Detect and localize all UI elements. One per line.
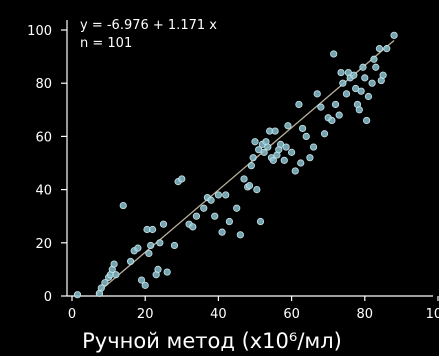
- count-annotation: n = 101: [80, 36, 132, 51]
- x-tick-label: 0: [68, 307, 76, 322]
- y-tick-label: 40: [35, 184, 52, 199]
- data-point: [297, 159, 305, 167]
- y-axis-ticks: 0 20 40 60 80 100: [27, 24, 67, 305]
- data-point: [363, 116, 371, 125]
- data-point: [361, 74, 369, 82]
- data-point: [350, 71, 358, 79]
- data-point: [339, 79, 347, 87]
- x-tick-label: 60: [283, 307, 300, 322]
- data-point: [134, 244, 142, 252]
- y-tick-label: 20: [35, 237, 52, 252]
- data-point: [245, 182, 254, 190]
- x-tick-label: 20: [137, 307, 154, 322]
- data-point: [247, 162, 255, 170]
- y-tick-label: 100: [27, 24, 52, 39]
- data-point: [306, 154, 314, 162]
- data-point: [335, 111, 343, 119]
- data-point: [309, 143, 318, 151]
- x-axis-ticks: 0 20 40 60 80 100: [68, 296, 439, 322]
- data-point: [170, 241, 179, 250]
- data-point: [355, 106, 363, 114]
- data-point: [359, 63, 367, 71]
- data-point: [110, 260, 118, 268]
- data-point: [145, 249, 153, 258]
- data-point: [370, 55, 378, 63]
- data-point: [269, 156, 277, 164]
- data-point: [218, 228, 226, 236]
- data-point: [236, 231, 244, 239]
- data-point: [97, 284, 105, 292]
- data-point: [313, 90, 321, 98]
- data-point: [148, 225, 157, 234]
- data-point: [207, 196, 215, 204]
- data-point: [222, 191, 230, 199]
- y-tick-label: 0: [44, 290, 52, 305]
- data-point: [320, 130, 329, 138]
- data-point: [163, 268, 171, 276]
- data-point: [256, 217, 265, 226]
- data-point: [271, 127, 279, 135]
- data-point: [330, 50, 338, 58]
- data-point: [328, 116, 336, 125]
- y-tick-label: 80: [35, 77, 52, 92]
- data-point: [284, 122, 292, 130]
- data-point: [390, 31, 398, 39]
- data-point: [287, 148, 296, 156]
- data-point: [280, 156, 288, 164]
- data-point: [156, 239, 164, 247]
- data-point: [342, 90, 351, 98]
- data-point: [251, 138, 259, 146]
- data-point: [291, 167, 299, 175]
- data-point: [192, 212, 201, 220]
- data-point: [233, 204, 241, 212]
- data-point: [364, 92, 373, 101]
- data-point: [225, 217, 233, 226]
- data-point: [137, 276, 146, 284]
- data-point: [119, 201, 127, 210]
- data-point: [383, 45, 391, 53]
- data-point: [126, 257, 135, 266]
- data-point: [331, 100, 340, 109]
- data-point: [159, 220, 168, 228]
- data-point: [178, 175, 186, 183]
- x-axis-label: Ручной метод (x10⁶/мл): [82, 329, 342, 353]
- data-point: [317, 103, 325, 111]
- x-tick-label: 40: [210, 307, 227, 322]
- data-point: [200, 204, 208, 212]
- data-point: [295, 100, 303, 109]
- equation-annotation: y = -6.976 + 1.171 x: [80, 18, 217, 33]
- data-point: [141, 281, 149, 289]
- data-point: [264, 143, 272, 151]
- data-point: [147, 241, 155, 250]
- data-point: [189, 223, 197, 231]
- data-point: [154, 265, 162, 273]
- data-point: [253, 186, 261, 194]
- y-tick-label: 60: [35, 130, 52, 145]
- axes: [66, 20, 433, 297]
- data-points: [73, 31, 398, 299]
- data-point: [73, 291, 82, 299]
- data-point: [112, 271, 120, 279]
- data-point: [337, 68, 345, 77]
- data-point: [302, 132, 310, 140]
- data-point: [375, 45, 384, 53]
- data-point: [298, 124, 307, 133]
- data-point: [214, 191, 222, 199]
- data-point: [101, 279, 109, 287]
- data-point: [240, 175, 248, 183]
- data-point: [211, 212, 219, 220]
- data-point: [249, 154, 257, 162]
- data-point: [368, 79, 376, 87]
- x-tick-label: 100: [426, 307, 439, 322]
- data-point: [379, 71, 387, 79]
- x-tick-label: 80: [357, 307, 374, 322]
- data-point: [282, 143, 290, 151]
- data-point: [357, 87, 365, 95]
- data-point: [260, 148, 268, 156]
- data-point: [372, 63, 380, 71]
